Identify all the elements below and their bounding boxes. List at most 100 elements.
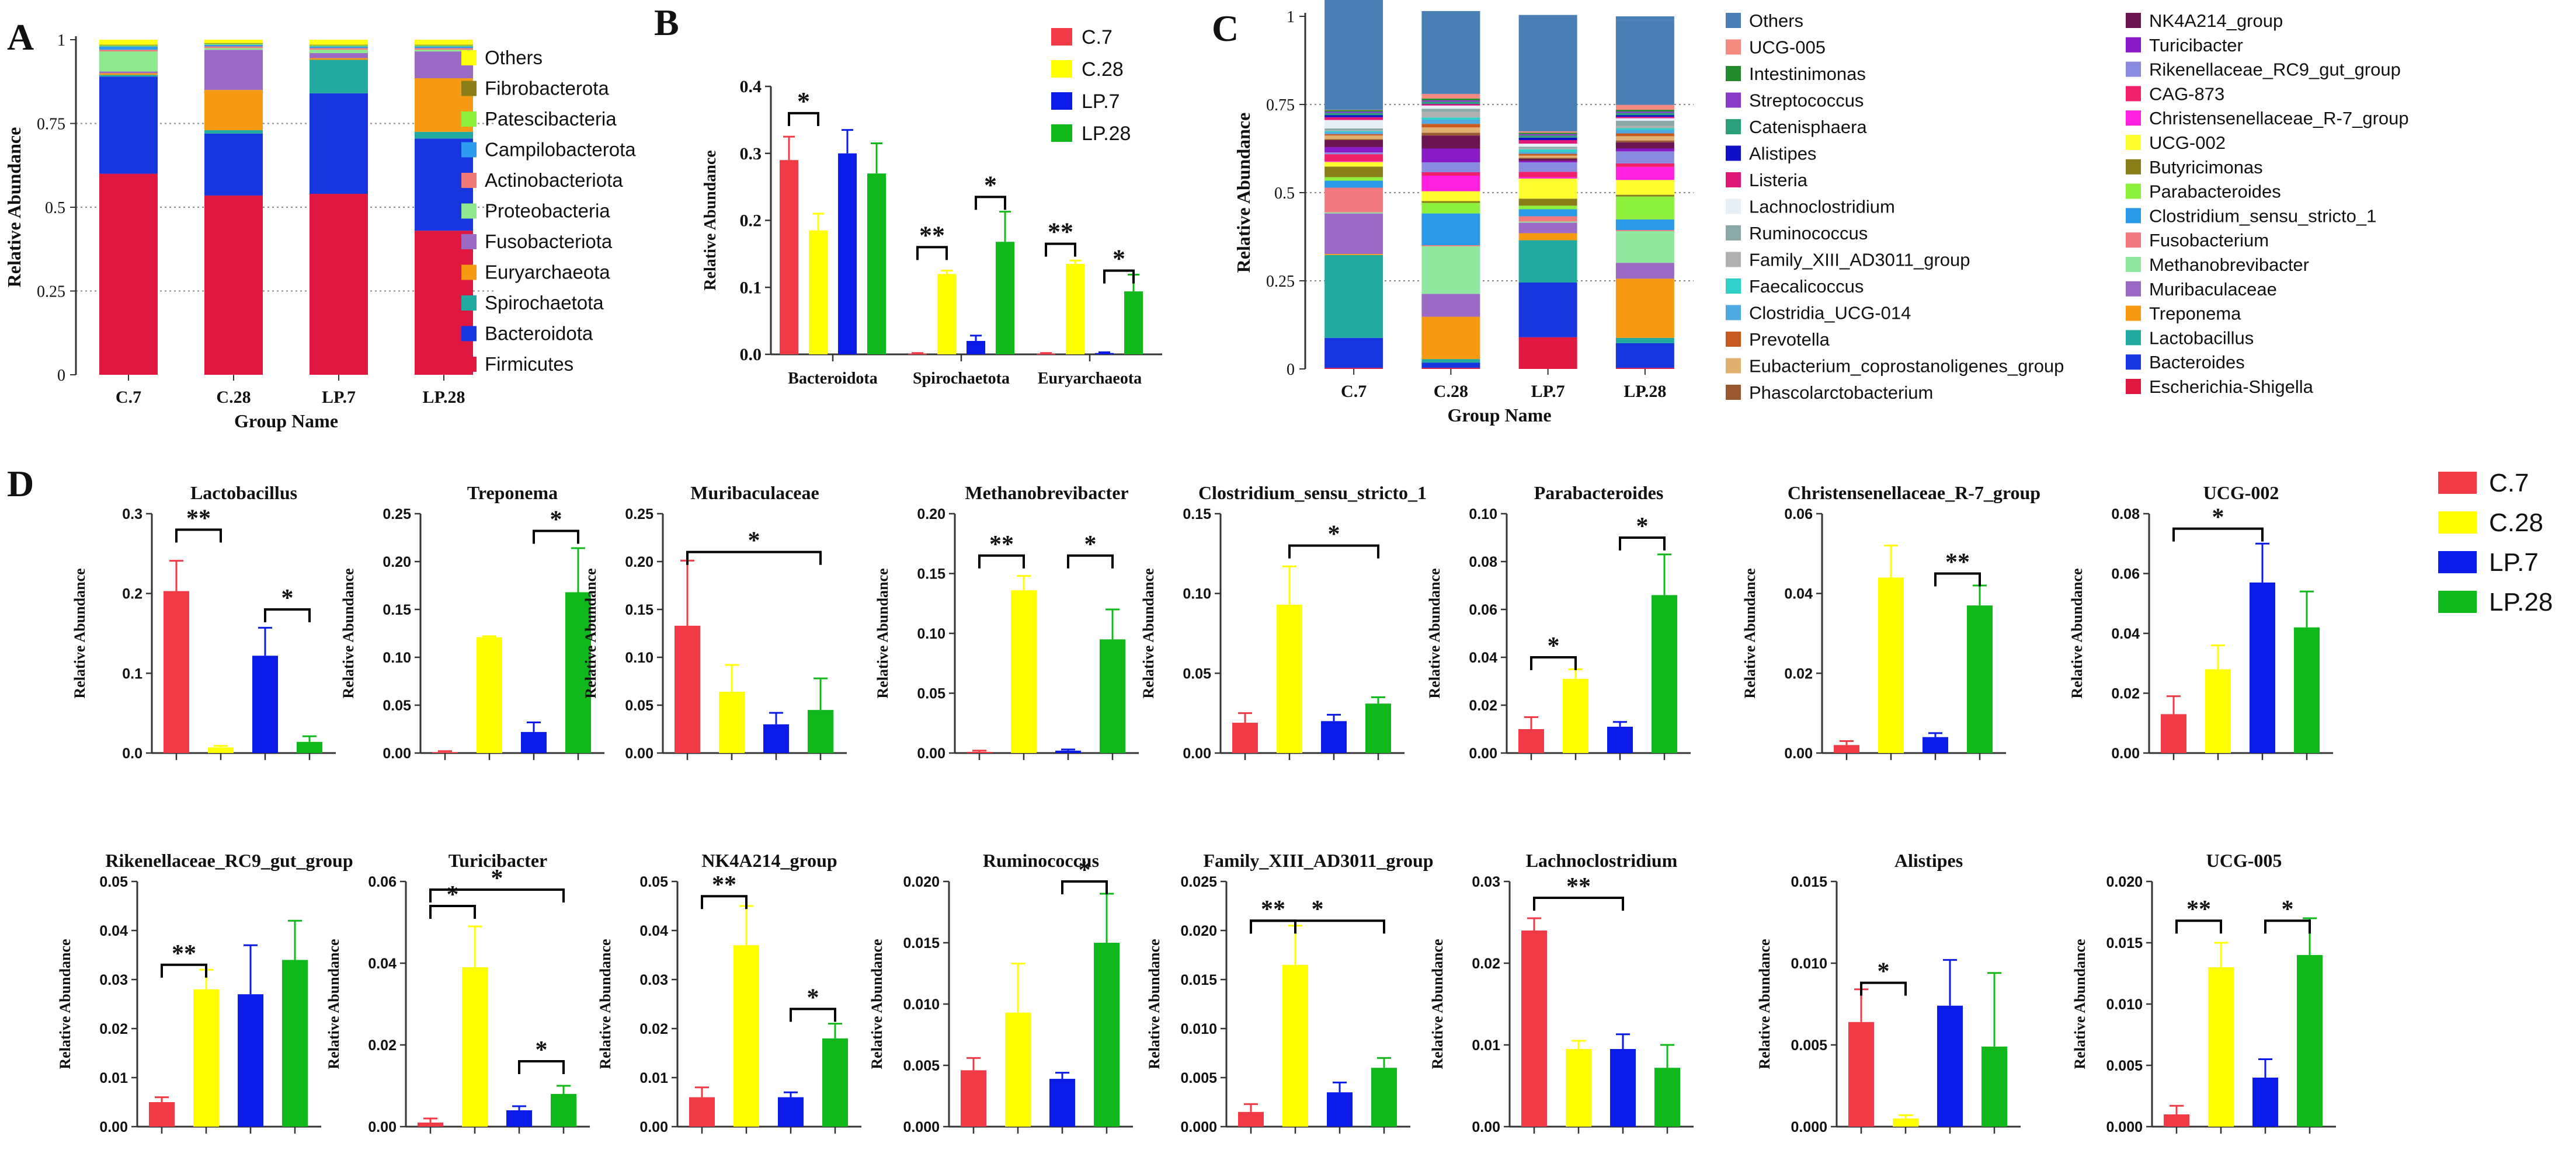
significance-label: * [2282,896,2294,923]
y-axis-title: Relative Abundance [2071,939,2088,1069]
y-tick-label: 0.00 [383,745,411,762]
y-tick-label: 0.02 [99,1021,128,1037]
bar-segment-clostridium_sensu_stricto_1 [1615,219,1674,231]
bar-segment-campilobacterota [204,44,263,47]
bar-segment-muribaculaceae [1421,294,1480,317]
bar-segment-prevotella [1615,133,1674,137]
bar-segment-clostridium_sensu_stricto_1 [1324,180,1383,188]
y-tick-label: 0.02 [368,1037,397,1054]
x-tick-label: LP.7 [1531,382,1565,401]
subplot-lachnoclostridium: 0.00 0.01 0.02 0.03 **Lachnoclostridium Relat… [1429,850,1694,1135]
bar-lp28 [1365,703,1391,753]
legend-swatch-patescibacteria [461,111,477,127]
panel-a-chart: 0 0.25 0.5 0.75 1 C.7 C.28 LP.7 LP.28 Group Name R… [4,32,636,431]
bar-segment-ucg-005 [1518,131,1577,133]
bar-c7 [967,751,992,753]
y-tick-label: 0.08 [1469,554,1497,570]
legend-label: Rikenellaceae_RC9_gut_group [2149,60,2401,80]
bar-c28 [937,274,956,354]
legend-swatch-butyricimonas [2126,159,2141,175]
bar-segment-proteobacteria [204,48,263,50]
legend-swatch-intestinimonas [1726,66,1741,81]
bar-segment-patescibacteria [204,43,263,45]
subplot-title: Alistipes [1894,850,1963,871]
y-tick-label: 0.01 [99,1070,128,1086]
legend-swatch-faecalicoccus [1726,278,1741,294]
legend-label: Fusobacterium [2149,230,2269,250]
significance-bracket [1067,554,1114,569]
bar-segment-spirochaetota [415,131,473,139]
legend-label: Butyricimonas [2149,157,2263,177]
bar-segment-ucg-002 [1615,180,1674,195]
bar-segment-faecalicoccus [1421,117,1480,120]
y-tick-label: 0.08 [2111,506,2140,522]
y-tick-label: 0.00 [917,745,945,762]
significance-label: * [1312,896,1324,923]
legend-swatch-eubacterium_coprostanoligenes_group [1726,358,1741,374]
bar-lp7 [1327,1092,1353,1127]
y-tick-label: 0.00 [1784,745,1813,762]
bar-segment-ruminococcus [1421,109,1480,112]
bar-lp7 [238,994,263,1127]
bar-lp7 [1095,353,1114,354]
y-tick-label: 0.06 [1469,602,1497,618]
legend-label: Proteobacteria [485,200,610,222]
bar-segment-lactobacillus [1324,255,1383,338]
bar-segment-bacteroidota [310,93,368,194]
bar-lp7 [521,731,547,753]
y-tick-label: 0.06 [368,874,397,890]
subplot-title: Family_XIII_AD3011_group [1203,850,1433,871]
bar-segment-others [310,41,368,45]
x-tick-label: C.28 [216,388,251,407]
significance-bracket [429,888,565,902]
bar-segment-faecalicoccus [1615,128,1674,130]
subplot-methanobrevibacter: 0.000.050.100.150.20** *Methanobrevibacte… [874,482,1139,762]
legend-label: Christensenellaceae_R-7_group [2149,108,2409,128]
bar-c7 [675,625,700,753]
legend-swatch-muribaculaceae [2126,281,2141,297]
y-tick-label: 0.06 [1784,506,1813,522]
legend-swatch-others [461,50,477,65]
panel-label-c: C [1212,8,1239,49]
legend-label: CAG-873 [2149,83,2224,104]
y-tick-label: 0.04 [639,923,668,939]
significance-label: * [1878,959,1890,985]
bar-segment-clostridium_sensu_stricto_1 [1518,209,1577,217]
y-axis-title: Relative Abundance [1756,939,1773,1069]
subplot-title: Muribaculaceae [690,482,819,503]
significance-label: * [536,1037,548,1064]
y-axis-title: Relative Abundance [2069,568,2085,698]
bar-lp28 [1100,639,1125,753]
bar-c28 [733,945,759,1127]
legend-swatch-bacteroidota [461,326,477,341]
bar-segment-intestinimonas [1324,110,1383,112]
significance-label: * [2212,504,2224,531]
bar-segment-intestinimonas [1421,98,1480,100]
significance-bracket [175,528,222,543]
bar-c28 [193,989,219,1127]
bar-c28 [477,637,502,753]
y-tick-label: 0.00 [368,1119,397,1135]
bar-segment-proteobacteria [99,51,158,72]
legend-label: Clostridia_UCG-014 [1749,303,1911,323]
legend-swatch-ucg-002 [2126,135,2141,150]
bar-c7 [432,752,458,753]
y-tick-label: 0.10 [917,626,945,642]
bar-segment-catenisphaera [1324,113,1383,116]
bar-segment-christensenellaceae_r-7_group [1421,176,1480,191]
bar-segment-parabacteroides [1421,203,1480,214]
legend-swatch-actinobacteriota [461,173,477,188]
bar-c7 [908,353,927,355]
legend-swatch-c.28 [2438,511,2477,534]
y-tick-label: 0.00 [1472,1119,1500,1135]
bar-segment-euryarchaeota [204,90,263,130]
significance-label: ** [1945,549,1970,576]
legend-label: NK4A214_group [2149,11,2283,31]
y-axis-title: Relative Abundance [874,568,891,698]
bar-segment-cag-873 [1324,154,1383,162]
bar-segment-fusobacteriota [310,53,368,58]
significance-label: ** [919,221,945,249]
bar-segment-phascolarctobacterium [1518,158,1577,159]
bar-segment-euryarchaeota [310,58,368,60]
y-tick-label: 0.01 [639,1070,668,1086]
